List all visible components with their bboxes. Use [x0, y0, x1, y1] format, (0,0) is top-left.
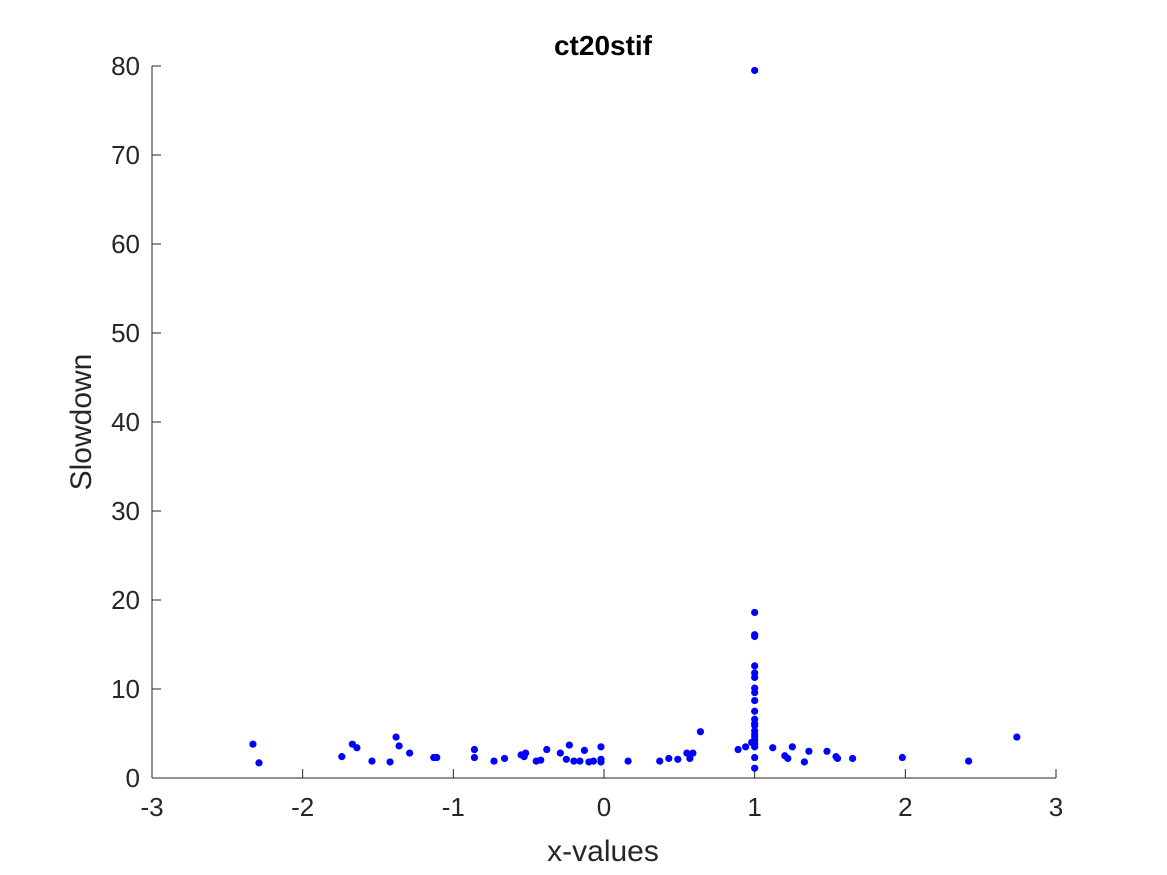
data-point — [395, 742, 403, 750]
data-point — [522, 749, 530, 757]
data-point — [392, 733, 400, 741]
y-tick-label: 40 — [111, 407, 140, 437]
x-tick-label: -2 — [291, 792, 314, 822]
data-point — [751, 743, 759, 751]
data-point — [589, 757, 598, 765]
data-point — [580, 746, 589, 755]
data-point — [656, 757, 664, 765]
data-point — [742, 743, 750, 751]
data-point — [562, 755, 570, 763]
y-tick-label: 50 — [111, 318, 140, 348]
data-point — [353, 744, 361, 752]
data-point — [751, 608, 759, 617]
data-point — [898, 753, 906, 762]
data-point — [751, 707, 759, 715]
data-point — [500, 754, 509, 763]
data-point — [386, 758, 394, 766]
y-tick-label: 30 — [111, 496, 140, 526]
data-point — [543, 745, 551, 754]
data-point — [406, 749, 414, 757]
data-point — [689, 749, 697, 757]
data-point — [686, 754, 694, 763]
data-point — [751, 66, 759, 75]
data-point — [338, 753, 346, 761]
data-point — [1013, 733, 1021, 741]
data-point — [769, 744, 777, 752]
y-tick-label: 70 — [111, 140, 140, 170]
data-point — [696, 728, 705, 736]
data-point — [537, 756, 545, 764]
data-point — [784, 754, 792, 763]
y-tick-label: 80 — [111, 51, 140, 81]
data-point — [751, 673, 759, 682]
data-point — [849, 754, 857, 763]
x-tick-label: 1 — [747, 792, 761, 822]
y-tick-label: 10 — [111, 674, 140, 704]
data-point — [597, 755, 605, 763]
x-axis-label: x-values — [547, 835, 659, 868]
data-point — [734, 745, 742, 754]
data-point — [665, 754, 673, 763]
y-tick-label: 60 — [111, 229, 140, 259]
data-points — [249, 66, 1021, 772]
data-point — [433, 753, 441, 762]
data-point — [674, 755, 682, 763]
data-point — [751, 688, 759, 697]
x-tick-label: 2 — [898, 792, 912, 822]
data-point — [368, 757, 376, 765]
data-point — [683, 749, 691, 757]
data-point — [751, 632, 759, 641]
data-point — [570, 757, 578, 765]
data-point — [624, 757, 632, 765]
y-axis-label: Slowdown — [65, 354, 98, 491]
data-point — [597, 743, 605, 751]
data-point — [470, 753, 479, 762]
data-point — [751, 662, 759, 670]
y-tick-label: 20 — [111, 585, 140, 615]
x-tick-label: -3 — [140, 792, 163, 822]
x-tick-label: 3 — [1049, 792, 1063, 822]
data-point — [470, 745, 479, 754]
data-point — [965, 757, 973, 765]
data-point — [788, 743, 796, 751]
data-point — [751, 764, 759, 772]
data-point — [751, 696, 759, 705]
data-point — [576, 757, 584, 765]
data-point — [565, 741, 573, 749]
chart-title: ct20stif — [554, 30, 653, 61]
data-point — [751, 721, 759, 730]
data-point — [833, 754, 842, 763]
x-tick-label: 0 — [597, 792, 611, 822]
data-point — [255, 759, 263, 767]
data-point — [751, 753, 759, 762]
data-point — [805, 747, 813, 755]
data-point — [823, 747, 831, 755]
data-point — [249, 740, 257, 748]
y-tick-label: 0 — [126, 763, 140, 793]
x-tick-label: -1 — [442, 792, 465, 822]
data-point — [800, 758, 808, 766]
data-point — [490, 757, 498, 765]
data-point — [556, 749, 564, 757]
